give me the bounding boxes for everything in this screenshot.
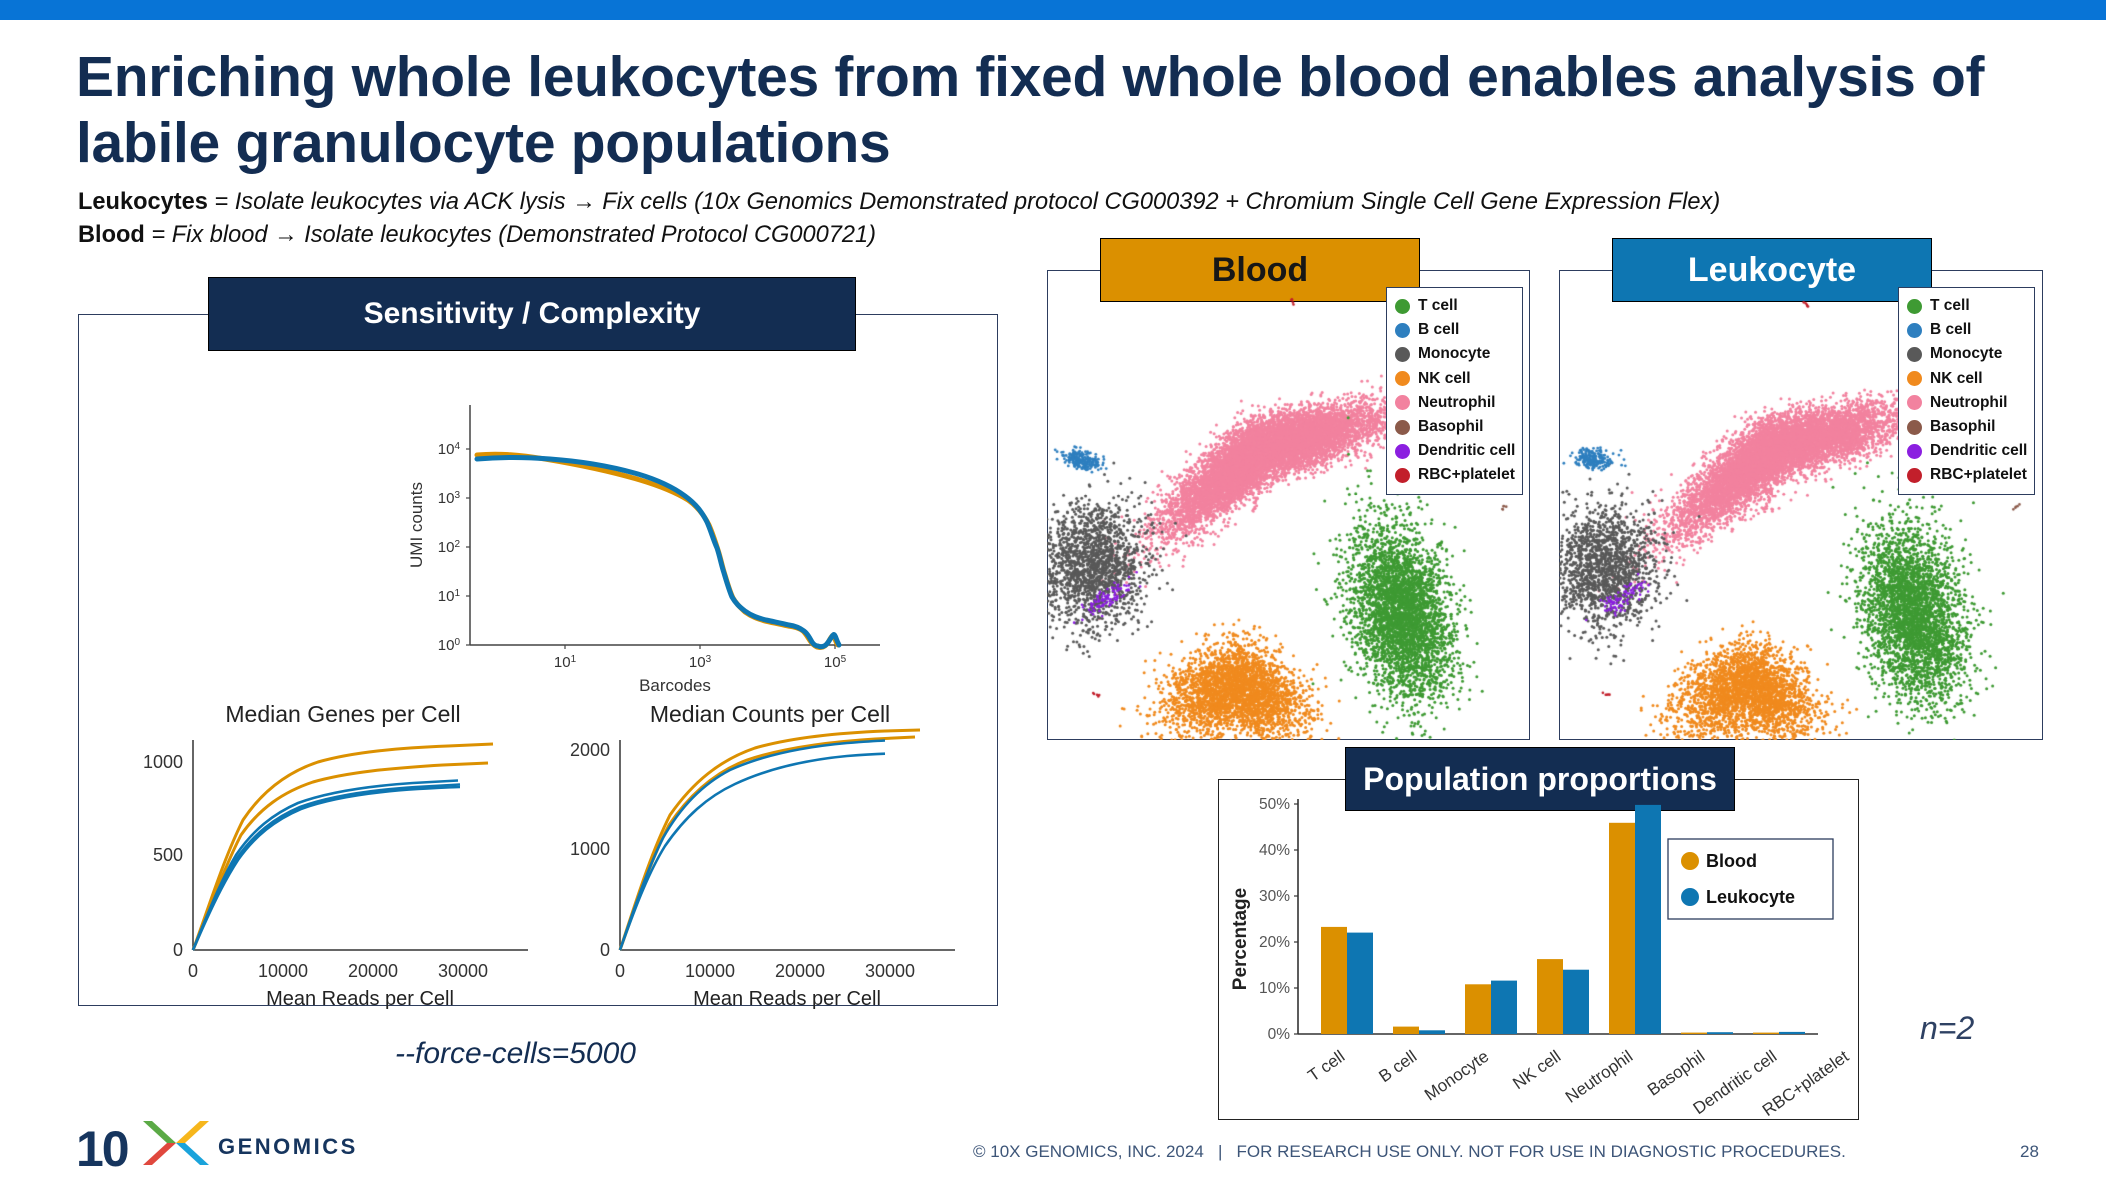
svg-text:Leukocyte: Leukocyte bbox=[1706, 887, 1795, 907]
svg-text:30000: 30000 bbox=[438, 961, 488, 981]
svg-text:103: 103 bbox=[438, 490, 461, 508]
svg-text:Percentage: Percentage bbox=[1230, 888, 1251, 990]
svg-text:102: 102 bbox=[438, 539, 461, 557]
svg-text:Blood: Blood bbox=[1706, 851, 1757, 871]
svg-text:0: 0 bbox=[600, 940, 610, 960]
svg-text:T cell: T cell bbox=[1304, 1047, 1348, 1086]
svg-text:20000: 20000 bbox=[348, 961, 398, 981]
svg-text:50%: 50% bbox=[1259, 796, 1290, 813]
svg-text:0: 0 bbox=[173, 940, 183, 960]
svg-text:10000: 10000 bbox=[258, 961, 308, 981]
svg-text:500: 500 bbox=[153, 845, 183, 865]
svg-text:105: 105 bbox=[824, 654, 847, 672]
svg-text:Monocyte: Monocyte bbox=[1421, 1047, 1492, 1105]
svg-text:104: 104 bbox=[438, 441, 461, 459]
svg-text:30%: 30% bbox=[1259, 888, 1290, 905]
svg-text:Basophil: Basophil bbox=[1644, 1047, 1708, 1100]
svg-text:1000: 1000 bbox=[570, 839, 610, 859]
svg-text:Median Counts per Cell: Median Counts per Cell bbox=[650, 701, 890, 727]
svg-text:0: 0 bbox=[615, 961, 625, 981]
svg-text:2000: 2000 bbox=[570, 740, 610, 760]
svg-text:20000: 20000 bbox=[775, 961, 825, 981]
svg-text:20%: 20% bbox=[1259, 934, 1290, 951]
svg-text:1000: 1000 bbox=[143, 752, 183, 772]
svg-text:Barcodes: Barcodes bbox=[639, 676, 711, 695]
svg-text:30000: 30000 bbox=[865, 961, 915, 981]
svg-text:UMI counts: UMI counts bbox=[407, 482, 426, 568]
svg-text:Mean Reads per Cell: Mean Reads per Cell bbox=[693, 988, 881, 1010]
svg-text:B cell: B cell bbox=[1375, 1047, 1420, 1086]
svg-text:GENOMICS: GENOMICS bbox=[218, 1134, 358, 1159]
svg-text:10: 10 bbox=[78, 1121, 128, 1177]
svg-text:0: 0 bbox=[188, 961, 198, 981]
svg-text:0%: 0% bbox=[1268, 1026, 1291, 1043]
svg-text:103: 103 bbox=[689, 654, 712, 672]
svg-text:101: 101 bbox=[554, 654, 577, 672]
svg-text:100: 100 bbox=[438, 637, 461, 655]
svg-text:40%: 40% bbox=[1259, 842, 1290, 859]
svg-text:10%: 10% bbox=[1259, 980, 1290, 997]
svg-text:10000: 10000 bbox=[685, 961, 735, 981]
svg-text:Neutrophil: Neutrophil bbox=[1562, 1047, 1636, 1107]
svg-text:NK cell: NK cell bbox=[1509, 1047, 1564, 1093]
svg-text:Mean Reads per Cell: Mean Reads per Cell bbox=[266, 988, 454, 1010]
svg-text:Median Genes per Cell: Median Genes per Cell bbox=[225, 701, 460, 727]
svg-text:101: 101 bbox=[438, 588, 461, 606]
